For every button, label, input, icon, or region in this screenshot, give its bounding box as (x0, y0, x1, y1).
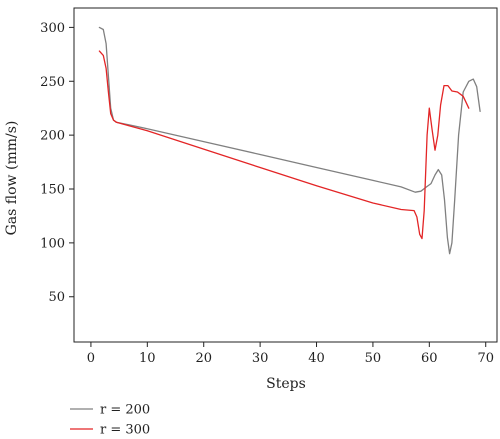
y-tick-label: 100 (40, 236, 65, 251)
legend-label: r = 200 (100, 403, 150, 418)
y-tick-label: 50 (48, 290, 65, 305)
x-tick-label: 20 (195, 351, 212, 366)
legend: r = 200 r = 300 (70, 403, 150, 438)
plot-frame (73, 7, 498, 343)
x-tick-label: 0 (87, 351, 95, 366)
y-tick-label: 200 (40, 129, 65, 144)
y-tick-label: 300 (40, 21, 65, 36)
x-tick-label: 70 (477, 351, 494, 366)
series-line-2 (98, 50, 470, 240)
x-axis-title: Steps (266, 376, 306, 392)
y-tick-label: 250 (40, 75, 65, 90)
legend-label: r = 300 (100, 423, 150, 438)
x-tick-label: 30 (252, 351, 269, 366)
y-axis-title: Gas flow (mm/s) (4, 121, 20, 236)
x-tick-label: 60 (421, 351, 438, 366)
y-tick-label: 150 (40, 183, 65, 198)
x-tick-label: 40 (308, 351, 325, 366)
x-tick-label: 10 (139, 351, 156, 366)
x-tick-label: 50 (365, 351, 382, 366)
